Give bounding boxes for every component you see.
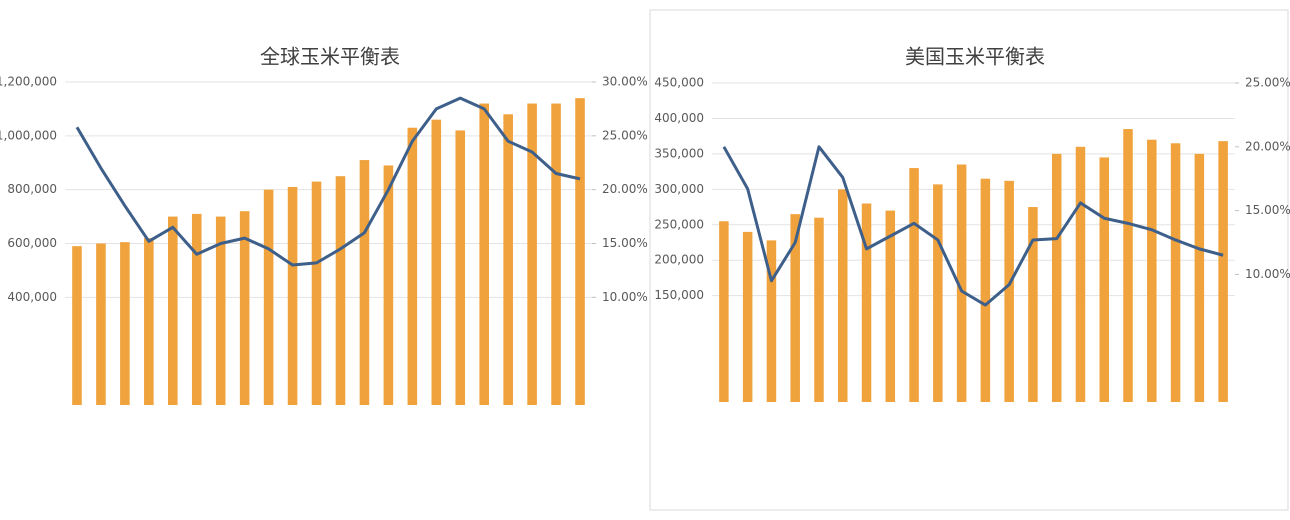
- bar: [980, 178, 991, 402]
- bar: [742, 231, 753, 402]
- bar: [191, 213, 202, 405]
- bar: [359, 160, 370, 405]
- y-tick-label: 150,000: [654, 288, 704, 302]
- chart-title: 美国玉米平衡表: [905, 45, 1045, 69]
- bar: [479, 103, 489, 406]
- y2-tick-label: 25.00%: [602, 128, 648, 142]
- bar: [215, 216, 226, 405]
- bar: [407, 127, 418, 405]
- bar: [956, 164, 967, 402]
- bar: [1147, 139, 1157, 402]
- bar: [263, 189, 274, 405]
- bar: [72, 246, 82, 405]
- y2-tick-label: 10.00%: [1245, 267, 1290, 281]
- bar: [575, 98, 585, 406]
- bar: [1218, 141, 1228, 402]
- y-tick-label: 1,000,000: [0, 128, 57, 142]
- y-tick-label: 350,000: [654, 146, 704, 160]
- bar: [431, 119, 442, 405]
- bar: [790, 214, 800, 402]
- bar: [719, 221, 729, 402]
- bar: [335, 176, 346, 405]
- bar: [383, 165, 394, 405]
- y-tick-label: 450,000: [654, 76, 704, 90]
- bar: [933, 184, 943, 402]
- bar: [1099, 157, 1110, 402]
- bar: [1004, 180, 1014, 402]
- bar: [1075, 146, 1086, 402]
- y-tick-label: 800,000: [7, 182, 57, 196]
- bar: [1170, 143, 1181, 402]
- bar: [1123, 129, 1133, 403]
- line: [722, 145, 1224, 307]
- y2-tick-label: 15.00%: [602, 236, 648, 250]
- y-tick-label: 600,000: [7, 236, 57, 250]
- panel-border: [649, 9, 1289, 511]
- bar: [814, 217, 824, 402]
- bar: [837, 189, 848, 402]
- bar: [885, 210, 896, 402]
- bar: [1051, 153, 1062, 402]
- bar: [239, 211, 250, 405]
- y2-tick-label: 30.00%: [602, 75, 648, 89]
- bar: [503, 114, 513, 406]
- bar: [1194, 153, 1205, 402]
- bar: [909, 168, 919, 402]
- bar: [311, 181, 322, 405]
- y2-tick-label: 25.00%: [1245, 76, 1290, 90]
- y-tick-label: 200,000: [654, 253, 704, 267]
- bar: [287, 186, 298, 405]
- y-tick-label: 400,000: [654, 111, 704, 125]
- bar: [144, 238, 154, 405]
- y-tick-label: 1,200,000: [0, 75, 57, 89]
- y-tick-label: 250,000: [654, 217, 704, 231]
- bar: [455, 130, 466, 405]
- bar: [551, 103, 561, 406]
- y-tick-label: 300,000: [654, 182, 704, 196]
- bar: [120, 242, 130, 405]
- y2-tick-label: 20.00%: [602, 182, 648, 196]
- y2-tick-label: 10.00%: [602, 290, 648, 304]
- bar: [766, 240, 777, 402]
- y-tick-label: 400,000: [7, 290, 57, 304]
- bar: [861, 203, 872, 402]
- bar: [96, 243, 106, 405]
- y2-tick-label: 20.00%: [1245, 139, 1290, 153]
- bar: [527, 103, 537, 406]
- y2-tick-label: 15.00%: [1245, 203, 1290, 217]
- bar: [1028, 207, 1038, 402]
- bar: [168, 216, 178, 405]
- line: [75, 96, 581, 267]
- chart-title: 全球玉米平衡表: [260, 45, 400, 69]
